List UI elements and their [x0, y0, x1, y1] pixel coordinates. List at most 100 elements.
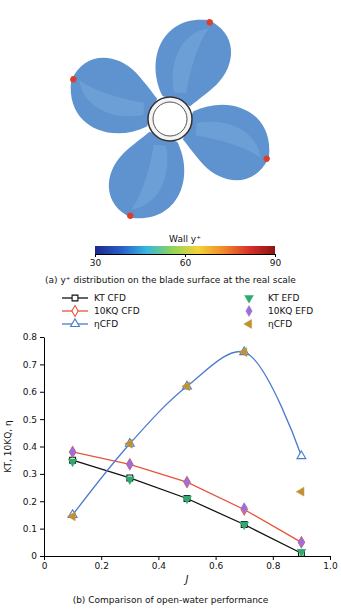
tick-mark [275, 254, 276, 257]
tick-label: 0 [42, 561, 48, 571]
legend-label: 10KQ CFD [94, 306, 140, 316]
legend-item: KT CFD [62, 293, 126, 303]
marker [240, 522, 249, 530]
marker [67, 512, 75, 521]
colorbar [95, 246, 275, 254]
colorbar-tick: 60 [180, 254, 192, 268]
legend-item: ηCFD [244, 319, 292, 329]
colorbar-tick: 90 [270, 254, 282, 268]
x-axis-title: J [184, 574, 189, 585]
colorbar-axis: 306090 [90, 254, 282, 268]
tick-mark [95, 254, 96, 257]
tick: 0 [42, 556, 48, 571]
tick-label: 0.6 [23, 387, 38, 397]
blade-group [57, 47, 165, 145]
legend-item: 10KQ CFD [62, 306, 140, 317]
tick-mark [216, 556, 217, 560]
series-line [73, 452, 302, 542]
tick-label: 0.1 [23, 524, 37, 534]
series-line [73, 351, 302, 514]
blade [144, 8, 241, 114]
marker [297, 451, 306, 459]
tick-label: 0.5 [23, 415, 37, 425]
legend-marker [244, 320, 252, 329]
tick-mark [185, 254, 186, 257]
marker [127, 459, 133, 470]
tick-label: 0.4 [152, 561, 167, 571]
tick-label: 0.8 [266, 561, 281, 571]
hub-bore [153, 102, 187, 136]
y-axis: 00.10.20.30.40.50.60.70.8 [23, 332, 45, 561]
marker [127, 459, 133, 470]
tick-mark [44, 556, 45, 560]
tick-mark [40, 447, 44, 448]
y-axis-title: KT, 10KQ, η [3, 420, 13, 472]
tick: 0 [31, 551, 44, 561]
x-axis: 00.20.40.60.81.0 [42, 556, 338, 571]
marker [298, 537, 304, 548]
marker [297, 549, 306, 556]
blade-group [175, 93, 283, 191]
tick-mark [330, 556, 331, 560]
legend-marker [245, 295, 254, 303]
tick-label: 0.8 [23, 332, 38, 342]
tick-mark [40, 556, 44, 557]
legend-marker [71, 319, 80, 327]
tick: 0.2 [95, 556, 109, 571]
legend-label: ηCFD [268, 319, 292, 329]
tick-label: 60 [180, 258, 192, 268]
blade [175, 93, 281, 190]
tick: 0.8 [266, 556, 281, 571]
legend-label: KT EFD [268, 293, 299, 303]
plot-area [67, 347, 305, 556]
tick: 0.6 [23, 387, 44, 397]
caption: (b) Comparison of open-water performance [73, 595, 269, 605]
tick: 0.2 [23, 497, 44, 507]
tick: 0.8 [23, 332, 44, 342]
panel-a: Wall y⁺306090(a) y⁺ distribution on the … [45, 6, 296, 285]
blade-tip [69, 75, 77, 83]
axis-line [44, 338, 45, 557]
tick-mark [40, 501, 44, 502]
marker [125, 477, 134, 485]
tick-label: 0.4 [23, 442, 38, 452]
legend: KT CFD10KQ CFDηCFDKT EFD10KQ EFDηCFD [62, 293, 313, 329]
tick: 0.1 [23, 524, 44, 534]
tick: 0.4 [23, 442, 44, 452]
marker [298, 537, 304, 548]
tick-label: 0 [31, 551, 37, 561]
blade-streak [130, 142, 175, 217]
hub [148, 97, 192, 141]
caption: (a) y⁺ distribution on the blade surface… [45, 275, 296, 285]
legend-marker [72, 295, 78, 301]
marker [241, 503, 247, 514]
tick-mark [158, 556, 159, 560]
series-line [73, 460, 302, 553]
blade-group [144, 6, 242, 114]
marker [184, 477, 190, 488]
tick: 0.5 [23, 415, 44, 425]
marker [182, 382, 190, 391]
blade [99, 124, 196, 230]
axis-line [45, 556, 331, 557]
colorbar-axis-line [96, 255, 276, 258]
tick-label: 0.6 [209, 561, 224, 571]
tick: 0.4 [152, 556, 167, 571]
tick-mark [40, 419, 44, 420]
tick: 0.3 [23, 469, 44, 479]
tick-mark [40, 474, 44, 475]
marker [183, 496, 192, 504]
marker [239, 348, 247, 357]
tick: 0.6 [209, 556, 224, 571]
legend-item: KT EFD [245, 293, 300, 303]
marker [125, 439, 133, 448]
colorbar-label: Wall y⁺ [169, 234, 201, 244]
blade-tip [126, 212, 134, 220]
tick-label: 0.3 [23, 469, 37, 479]
marker [184, 477, 190, 488]
marker [296, 487, 304, 496]
tick-label: 0.2 [95, 561, 109, 571]
legend-label: 10KQ EFD [268, 306, 313, 316]
tick-mark [101, 556, 102, 560]
marker [69, 447, 75, 458]
